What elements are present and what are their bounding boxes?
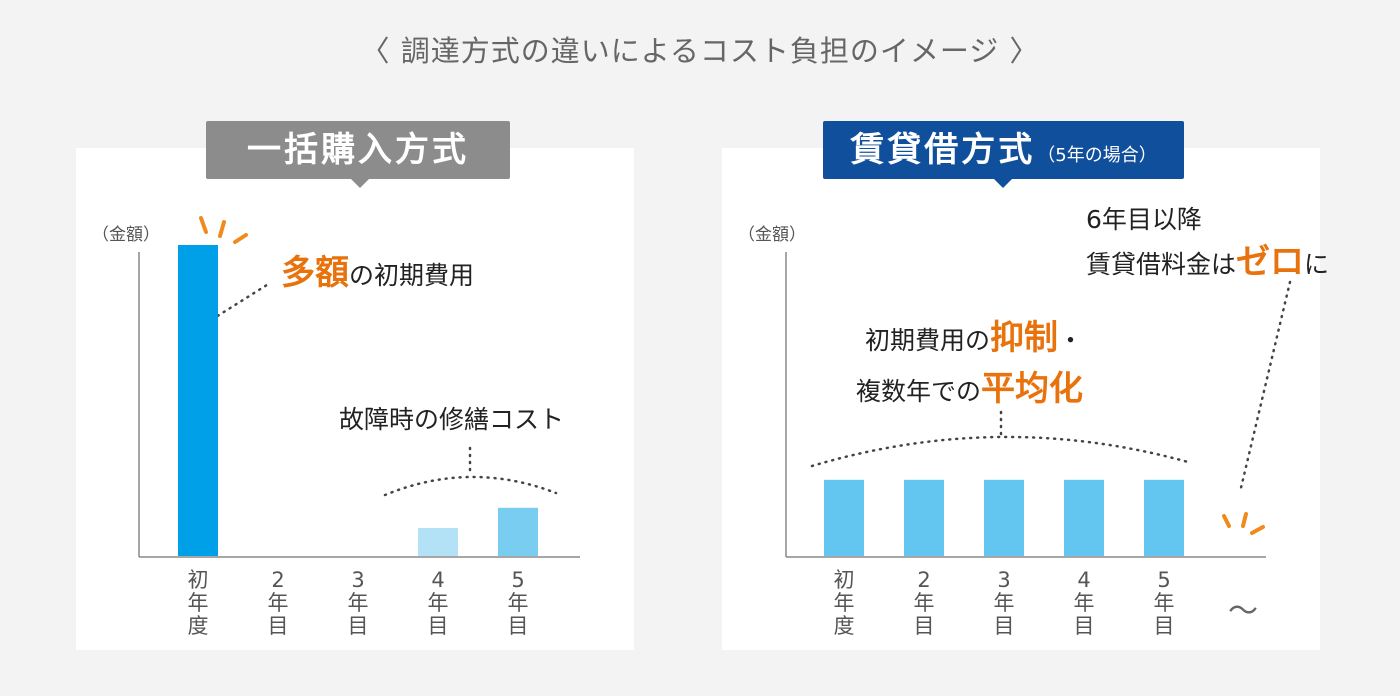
tick-label-after: 〜 <box>1228 594 1258 629</box>
bar-lease-1 <box>824 479 864 556</box>
panel-header-lump-sum: 一括購入方式 <box>206 121 510 179</box>
y-axis-unit-left: （金額） <box>92 225 160 245</box>
header-pointer <box>350 178 370 188</box>
callout-zero-line1: 6年目以降 <box>1086 205 1202 234</box>
callout-even-line1: 初期費用の抑制・ <box>865 310 1083 359</box>
callout-even-highlight-1: 抑制 <box>990 318 1059 358</box>
panel-header-lump-sum-label: 一括購入方式 <box>247 130 469 170</box>
bar-lump-sum-5 <box>498 507 538 556</box>
brace-lease <box>810 435 1190 468</box>
leader-line-zero <box>1238 280 1292 494</box>
tick-label-right-1: 初年度 <box>833 568 855 638</box>
callout-even-highlight-2: 平均化 <box>981 369 1084 409</box>
panel-header-lease-label: 賃貸借方式 <box>850 130 1036 170</box>
callout-even-text-a: 初期費用の <box>865 326 991 355</box>
emphasis-marks-icon <box>199 216 248 244</box>
callout-zero-line2: 賃貸借料金はゼロに <box>1086 234 1329 283</box>
callout-initial-highlight: 多額 <box>281 253 349 293</box>
panel-lump-sum <box>76 148 634 650</box>
callout-even-text-c: 複数年での <box>856 377 982 406</box>
y-axis-unit-right: （金額） <box>738 225 806 245</box>
callout-zero-text-b: に <box>1304 250 1330 279</box>
bar-lease-2 <box>904 479 944 556</box>
callout-zero-highlight: ゼロ <box>1236 242 1305 282</box>
tick-label-left-1: 初年度 <box>187 568 209 638</box>
callout-zero-text-a: 賃貸借料金は <box>1086 250 1237 279</box>
callout-repair-cost: 故障時の修繕コスト <box>339 405 565 434</box>
callout-even-line2: 複数年での平均化 <box>856 361 1083 410</box>
callout-initial-text: の初期費用 <box>349 261 475 290</box>
emphasis-marks-icon <box>1222 512 1265 535</box>
callout-initial-cost: 多額の初期費用 <box>281 245 474 294</box>
bar-lump-sum-4 <box>418 528 458 556</box>
page-title: 〈 調達方式の違いによるコスト負担のイメージ 〉 <box>360 34 1040 68</box>
header-pointer <box>993 178 1013 188</box>
bar-lease-3 <box>984 479 1024 556</box>
bar-lump-sum-1 <box>178 245 218 556</box>
panel-header-lease: 賃貸借方式 （5年の場合） <box>823 121 1184 179</box>
panel-lease <box>722 148 1320 650</box>
bar-lease-4 <box>1064 479 1104 556</box>
callout-even-text-b: ・ <box>1058 326 1084 355</box>
bar-lease-5 <box>1144 479 1184 556</box>
brace-repair <box>383 475 558 497</box>
panel-header-lease-sub: （5年の場合） <box>1037 145 1157 166</box>
